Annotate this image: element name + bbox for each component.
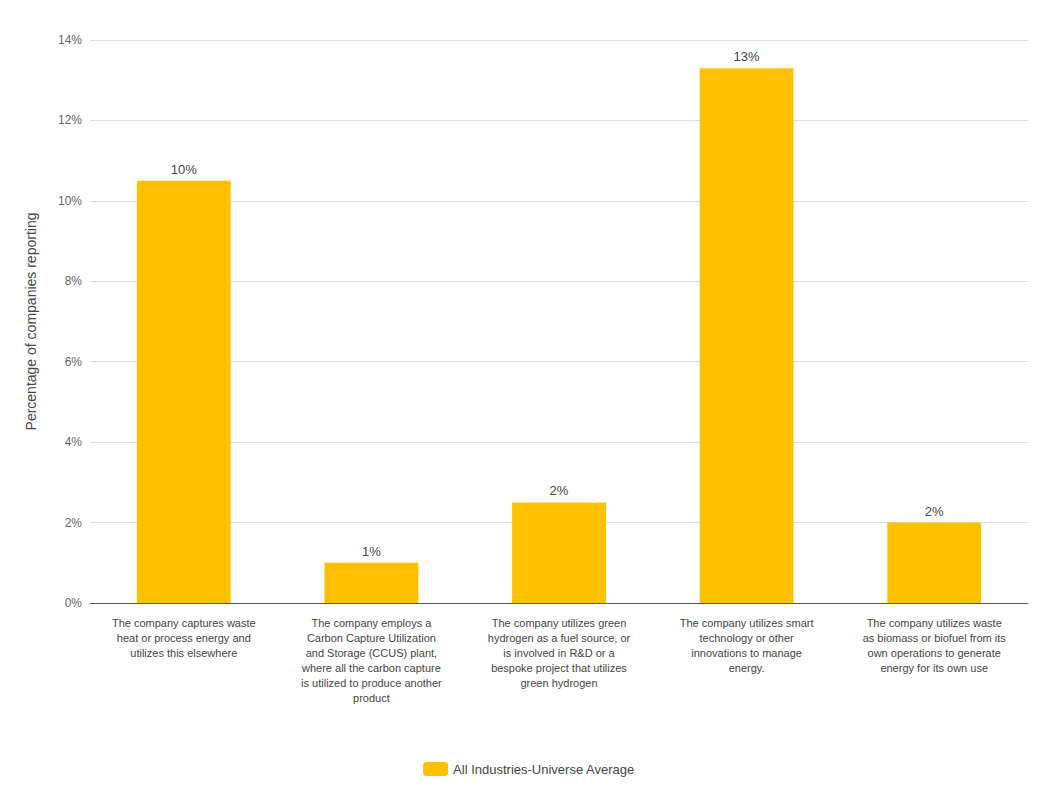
svg-text:2%: 2% — [925, 504, 944, 519]
svg-text:1%: 1% — [362, 544, 381, 559]
svg-text:2%: 2% — [550, 483, 569, 498]
svg-text:12%: 12% — [58, 113, 82, 127]
svg-text:The company captures waste: The company captures waste — [112, 617, 256, 629]
svg-text:13%: 13% — [734, 49, 760, 64]
svg-text:as biomass or biofuel from its: as biomass or biofuel from its — [863, 632, 1007, 644]
svg-text:green hydrogen: green hydrogen — [520, 677, 597, 689]
svg-text:hydrogen as a fuel source, or: hydrogen as a fuel source, or — [488, 632, 631, 644]
svg-text:product: product — [353, 692, 390, 704]
svg-text:own operations to generate: own operations to generate — [868, 647, 1001, 659]
svg-text:utilizes this elsewhere: utilizes this elsewhere — [130, 647, 237, 659]
svg-text:4%: 4% — [65, 435, 83, 449]
svg-text:and Storage (CCUS) plant,: and Storage (CCUS) plant, — [306, 647, 437, 659]
svg-text:Carbon Capture Utilization: Carbon Capture Utilization — [307, 632, 436, 644]
svg-text:10%: 10% — [171, 162, 197, 177]
svg-text:is involved in R&D or a: is involved in R&D or a — [503, 647, 615, 659]
svg-text:The company utilizes green: The company utilizes green — [492, 617, 627, 629]
svg-text:6%: 6% — [65, 355, 83, 369]
svg-text:All Industries-Universe Averag: All Industries-Universe Average — [453, 762, 634, 777]
svg-text:bespoke project that utilizes: bespoke project that utilizes — [491, 662, 627, 674]
svg-text:0%: 0% — [65, 596, 83, 610]
svg-text:heat or process energy and: heat or process energy and — [117, 632, 251, 644]
svg-text:technology or other: technology or other — [700, 632, 795, 644]
svg-text:where all the carbon capture: where all the carbon capture — [301, 662, 441, 674]
svg-text:Percentage of companies report: Percentage of companies reporting — [23, 213, 39, 431]
svg-text:is utilized to produce another: is utilized to produce another — [301, 677, 442, 689]
svg-text:The company utilizes waste: The company utilizes waste — [867, 617, 1002, 629]
svg-text:The company employs a: The company employs a — [311, 617, 432, 629]
svg-text:The company utilizes smart: The company utilizes smart — [680, 617, 814, 629]
svg-text:energy for its own use: energy for its own use — [880, 662, 988, 674]
svg-text:10%: 10% — [58, 194, 82, 208]
svg-text:innovations to manage: innovations to manage — [691, 647, 802, 659]
svg-text:energy.: energy. — [729, 662, 765, 674]
svg-text:14%: 14% — [58, 33, 82, 47]
svg-text:2%: 2% — [65, 516, 83, 530]
svg-text:8%: 8% — [65, 274, 83, 288]
